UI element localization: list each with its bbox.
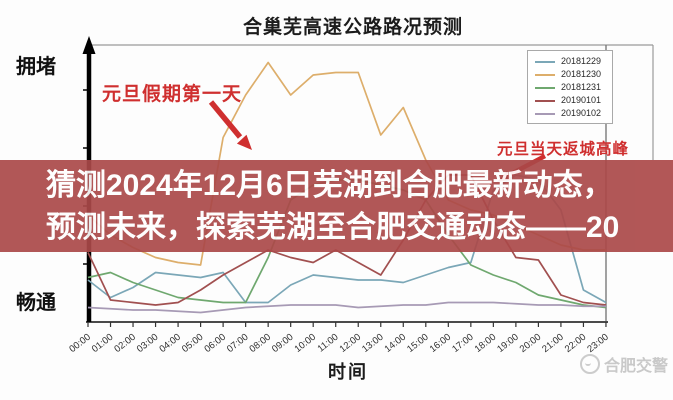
x-tick-label: 02:00 — [112, 332, 138, 355]
legend-item: 20181229 — [528, 55, 612, 68]
legend-item: 20181231 — [528, 81, 612, 94]
legend-label: 20190101 — [561, 95, 602, 105]
y-axis-arrow-head — [82, 36, 96, 54]
x-axis-tick-labels: 00:0001:0002:0003:0004:0005:0006:0007:00… — [67, 332, 610, 355]
x-tick-label: 01:00 — [90, 332, 116, 355]
legend-item: 20181230 — [528, 68, 612, 81]
chart-title: 合巢芜高速公路路况预测 — [242, 17, 463, 38]
x-tick-label: 16:00 — [428, 332, 454, 355]
y-axis-label-clear: 畅通 — [16, 292, 56, 314]
legend-label: 20181229 — [561, 56, 602, 66]
series-line-20190102 — [87, 301, 606, 314]
legend-line-swatch — [535, 99, 555, 102]
legend-line-swatch — [535, 112, 555, 115]
legend-line-swatch — [535, 86, 555, 89]
x-tick-label: 14:00 — [383, 332, 409, 355]
legend-label: 20181230 — [561, 69, 602, 79]
legend-item: 20190101 — [528, 94, 612, 107]
x-tick-label: 00:00 — [67, 332, 93, 355]
x-tick-label: 07:00 — [225, 332, 251, 355]
x-tick-label: 11:00 — [316, 332, 341, 355]
legend-item: 20190102 — [528, 107, 612, 120]
first-day-arrow-icon — [208, 100, 252, 150]
x-tick-label: 20:00 — [518, 332, 544, 355]
chart-legend: 20181229 20181230 20181231 20190101 20190102 — [527, 50, 613, 124]
legend-line-swatch — [535, 60, 555, 63]
legend-label: 20181231 — [561, 82, 602, 92]
banner-line-1: 猜测2024年12月6日芜湖到合肥最新动态， — [46, 169, 613, 202]
x-tick-label: 10:00 — [293, 332, 319, 355]
annotation-return-peak: 元旦当天返城高峰 — [497, 141, 630, 158]
x-axis-title: 时间 — [328, 362, 368, 382]
x-tick-label: 03:00 — [135, 332, 161, 355]
traffic-police-logo-icon — [580, 354, 600, 374]
y-axis-label-congested: 拥堵 — [16, 56, 56, 78]
overlay-text-banner: 猜测2024年12月6日芜湖到合肥最新动态， 预测未来，探索芜湖至合肥交通动态—… — [0, 160, 673, 252]
legend-line-swatch — [535, 73, 555, 76]
x-axis-ticks — [87, 322, 607, 327]
watermark-label: 合肥交警 — [604, 358, 669, 375]
series-line-20190101 — [87, 174, 607, 306]
x-tick-label: 08:00 — [247, 332, 273, 355]
x-tick-label: 12:00 — [338, 332, 364, 355]
x-tick-label: 05:00 — [180, 332, 206, 355]
x-tick-label: 19:00 — [495, 332, 521, 355]
x-tick-label: 13:00 — [360, 332, 386, 355]
watermark: 合肥交警 — [580, 352, 668, 376]
x-tick-label: 18:00 — [473, 332, 499, 355]
x-tick-label: 06:00 — [202, 332, 228, 355]
x-tick-label: 04:00 — [157, 332, 183, 355]
banner-line-2: 预测未来，探索芜湖至合肥交通动态——20 — [46, 211, 620, 244]
x-tick-label: 17:00 — [450, 332, 476, 355]
x-tick-label: 09:00 — [270, 332, 296, 355]
x-tick-label: 21:00 — [540, 332, 566, 355]
annotation-first-holiday-day: 元旦假期第一天 — [102, 84, 243, 105]
legend-label: 20190102 — [561, 108, 602, 118]
x-tick-label: 15:00 — [405, 332, 431, 355]
